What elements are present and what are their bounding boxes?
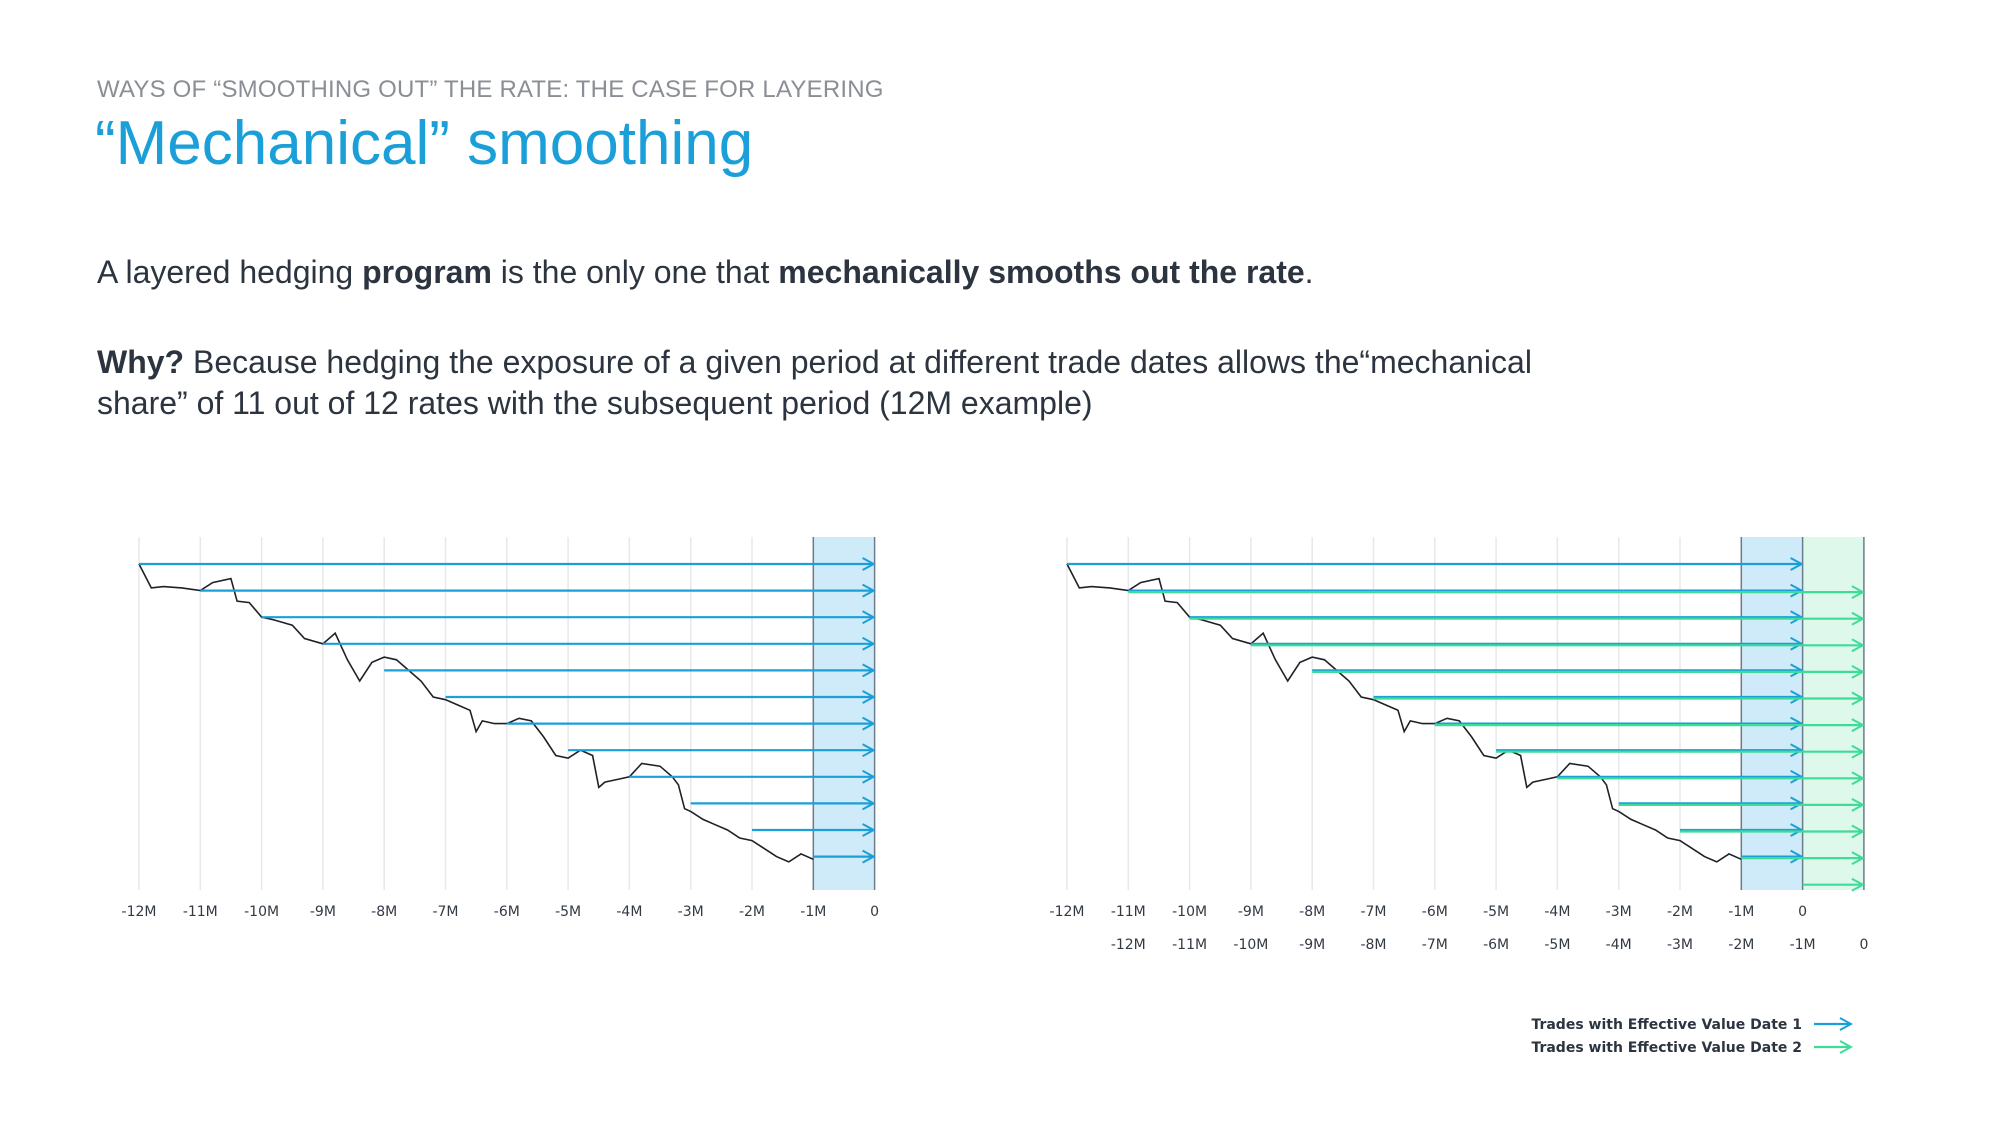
x-tick-label: -8M [371, 904, 397, 920]
legend-label: Trades with Effective Value Date 1 [1531, 1017, 1802, 1033]
x-tick-label: -11M [1111, 904, 1146, 920]
x-tick-label: -9M [1299, 937, 1325, 953]
x-tick-label: 0 [1859, 937, 1868, 953]
x-tick-label: -11M [1172, 937, 1207, 953]
x-tick-label: -4M [1544, 904, 1570, 920]
x-tick-label: -12M [1050, 904, 1085, 920]
rate-line [138, 563, 814, 863]
x-tick-label: -10M [1172, 904, 1207, 920]
x-tick-label: -1M [800, 904, 826, 920]
x-tick-label: -8M [1299, 904, 1325, 920]
x-tick-label: -11M [183, 904, 218, 920]
x-tick-label: -8M [1360, 937, 1386, 953]
intro-paragraph: A layered hedging program is the only on… [97, 252, 1314, 293]
x-tick-label: -1M [1790, 937, 1816, 953]
x-tick-label: -5M [555, 904, 581, 920]
x-tick-label: -9M [310, 904, 336, 920]
x-tick-label: -7M [1422, 937, 1448, 953]
x-tick-label: -3M [1606, 904, 1632, 920]
x-tick-label: -7M [1360, 904, 1386, 920]
x-tick-label: -2M [1728, 937, 1754, 953]
x-tick-label: -6M [1483, 937, 1509, 953]
x-tick-label: -3M [678, 904, 704, 920]
intro-bold-program: program [362, 254, 492, 290]
why-label: Why? [97, 344, 185, 380]
x-tick-label: -9M [1238, 904, 1264, 920]
why-text: Because hedging the exposure of a given … [97, 344, 1532, 421]
right-chart: -12M -11M -10M -9M -8M -7M -6M -5M -4M -3M -2M -1M 0… [1050, 537, 1868, 953]
legend: Trades with Effective Value Date 1 Trades… [1531, 1017, 1851, 1056]
left-chart: -12M -11M -10M -9M -8M -7M -6M -5M -4M -3M -2M -1M 0 [122, 537, 879, 920]
x-tick-label: -12M [122, 904, 157, 920]
rate-line [1066, 563, 1742, 863]
x-tick-label: -7M [432, 904, 458, 920]
intro-text-3: . [1304, 254, 1314, 290]
intro-bold-smooths: mechanically smooths out the rate [778, 254, 1305, 290]
intro-text-2: is the only one that [491, 254, 779, 290]
x-tick-label: -3M [1667, 937, 1693, 953]
x-tick-label: 0 [870, 904, 879, 920]
x-tick-label: -6M [1422, 904, 1448, 920]
x-tick-label: -2M [1667, 904, 1693, 920]
x-tick-label: 0 [1798, 904, 1807, 920]
intro-text-1: A layered hedging [97, 254, 363, 290]
x-tick-label: -1M [1728, 904, 1754, 920]
x-tick-label: -2M [739, 904, 765, 920]
x-tick-label: -10M [244, 904, 279, 920]
x-tick-label: -10M [1233, 937, 1268, 953]
section-kicker: WAYS OF “SMOOTHING OUT” THE RATE: THE CA… [97, 76, 884, 103]
x-tick-label: -6M [494, 904, 520, 920]
legend-label: Trades with Effective Value Date 2 [1531, 1040, 1802, 1056]
value-date-band [1802, 537, 1864, 890]
page-title: “Mechanical” smoothing [95, 109, 754, 178]
why-paragraph: Why? Because hedging the exposure of a g… [97, 342, 1597, 424]
x-tick-label: -4M [616, 904, 642, 920]
x-tick-label: -12M [1111, 937, 1146, 953]
x-tick-label: -4M [1606, 937, 1632, 953]
x-tick-label: -5M [1483, 904, 1509, 920]
x-tick-label: -5M [1544, 937, 1570, 953]
